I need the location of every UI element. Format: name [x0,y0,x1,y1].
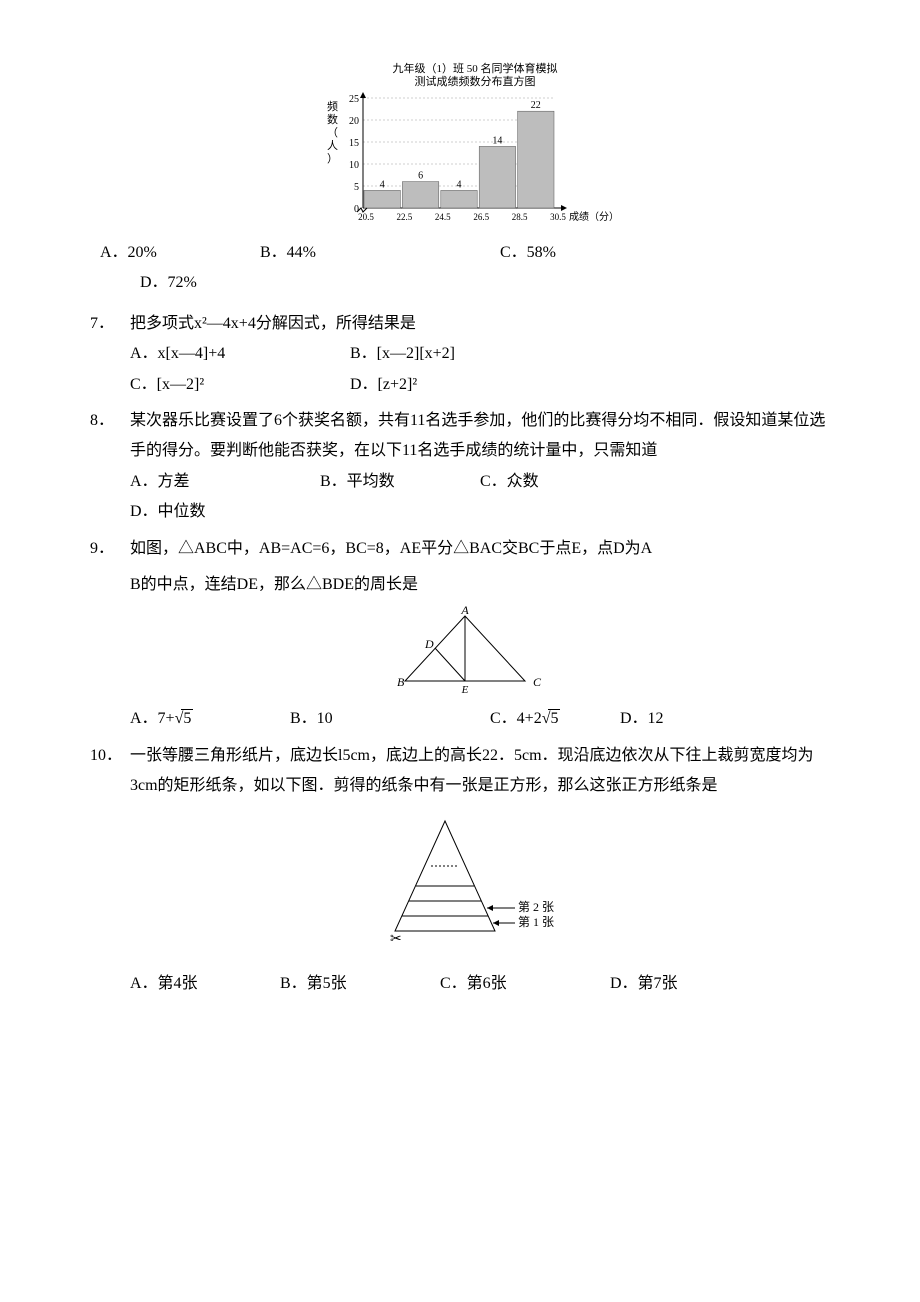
svg-text:20.5: 20.5 [358,212,374,222]
q6-opt-c: C．58% [500,238,660,268]
svg-text:15: 15 [349,138,359,149]
q6-opt-a: A．20% [100,238,260,268]
q8-options: A．方差 B．平均数 C．众数 D．中位数 [90,467,840,528]
q10-figure: ✂ 第 2 张 第 1 张 [90,811,840,961]
q9: 9． 如图，△ABC中，AB=AC=6，BC=8，AE平分△BAC交BC于点E，… [90,534,840,564]
svg-text:26.5: 26.5 [473,212,489,222]
fig-label-B: B [397,675,405,689]
svg-text:5: 5 [354,182,359,193]
q10-text: 一张等腰三角形纸片，底边长l5cm，底边上的高长22．5cm．现沿底边依次从下往… [130,741,840,802]
svg-text:14: 14 [492,135,502,146]
svg-text:九年级（1）班 50 名同学体育模拟: 九年级（1）班 50 名同学体育模拟 [393,61,558,75]
q9-opt-a: A．7+5 [130,704,290,734]
strip-label-1: 第 1 张 [518,915,554,929]
fig-label-A: A [460,606,469,617]
histogram-svg: 九年级（1）班 50 名同学体育模拟测试成绩频数分布直方图频数（人）051015… [315,60,615,230]
svg-text:6: 6 [418,171,423,182]
svg-text:20: 20 [349,116,359,127]
svg-text:成绩（分）: 成绩（分） [569,210,615,223]
q9-opt-b: B．10 [290,704,490,734]
q6-opt-b: B．44% [260,238,500,268]
svg-text:人: 人 [327,139,338,152]
scissors-icon: ✂ [390,932,402,947]
q10-number: 10． [90,741,130,802]
q10-opt-a: A．第4张 [130,969,280,999]
q7: 7． 把多项式x²―4x+4分解因式，所得结果是 [90,309,840,339]
q8-opt-d: D．中位数 [130,497,206,527]
isoceles-strip-svg: ✂ 第 2 张 第 1 张 [365,811,565,961]
fig-label-E: E [461,684,469,696]
svg-text:30.5: 30.5 [550,212,566,222]
svg-text:10: 10 [349,160,359,171]
q9-figure: A B C D E [90,606,840,696]
q7-opt-b: B．[x―2][x+2] [350,339,455,369]
svg-text:4: 4 [380,179,385,190]
svg-text:28.5: 28.5 [512,212,528,222]
q10-opt-b: B．第5张 [280,969,440,999]
strip-label-2: 第 2 张 [518,900,554,914]
q10-opt-d: D．第7张 [610,969,678,999]
svg-text:24.5: 24.5 [435,212,451,222]
q10-opt-c: C．第6张 [440,969,610,999]
svg-text:测试成绩频数分布直方图: 测试成绩频数分布直方图 [415,74,536,88]
q7-opt-c: C．[x―2]² [130,370,350,400]
q10: 10． 一张等腰三角形纸片，底边长l5cm，底边上的高长22．5cm．现沿底边依… [90,741,840,802]
q10-options: A．第4张 B．第5张 C．第6张 D．第7张 [90,969,840,999]
q9-number: 9． [90,534,130,564]
q7-options: A．x[x―4]+4 B．[x―2][x+2] C．[x―2]² D．[z+2]… [90,339,840,400]
q7-opt-a: A．x[x―4]+4 [130,339,350,369]
q8-text: 某次器乐比赛设置了6个获奖名额，共有11名选手参加，他们的比赛得分均不相同．假设… [130,406,840,467]
q6-opt-d: D．72% [100,268,197,298]
triangle-abc-svg: A B C D E [385,606,545,696]
q8-opt-b: B．平均数 [320,467,480,497]
q7-opt-d: D．[z+2]² [350,370,417,400]
svg-text:（: （ [327,126,338,139]
q9-text1: 如图，△ABC中，AB=AC=6，BC=8，AE平分△BAC交BC于点E，点D为… [130,534,840,564]
svg-text:频: 频 [327,99,338,113]
q6-histogram: 九年级（1）班 50 名同学体育模拟测试成绩频数分布直方图频数（人）051015… [90,60,840,230]
q9-opt-c: C．4+25 [490,704,620,734]
svg-text:22: 22 [531,100,541,111]
fig-label-C: C [533,675,542,689]
fig-label-D: D [424,637,434,651]
svg-text:4: 4 [457,179,462,190]
q6-options-row2: D．72% [90,268,840,298]
q6-options: A．20% B．44% C．58% [90,238,840,268]
q9-options: A．7+5 B．10 C．4+25 D．12 [90,704,840,734]
q8: 8． 某次器乐比赛设置了6个获奖名额，共有11名选手参加，他们的比赛得分均不相同… [90,406,840,467]
svg-text:数: 数 [327,113,338,126]
q9-text2: B的中点，连结DE，那么△BDE的周长是 [90,570,840,600]
svg-text:25: 25 [349,94,359,105]
q7-number: 7． [90,309,130,339]
q7-text: 把多项式x²―4x+4分解因式，所得结果是 [130,309,840,339]
q8-number: 8． [90,406,130,467]
svg-text:）: ） [327,152,338,165]
svg-text:22.5: 22.5 [397,212,413,222]
q8-opt-a: A．方差 [130,467,320,497]
q8-opt-c: C．众数 [480,467,539,497]
q9-opt-d: D．12 [620,704,664,734]
